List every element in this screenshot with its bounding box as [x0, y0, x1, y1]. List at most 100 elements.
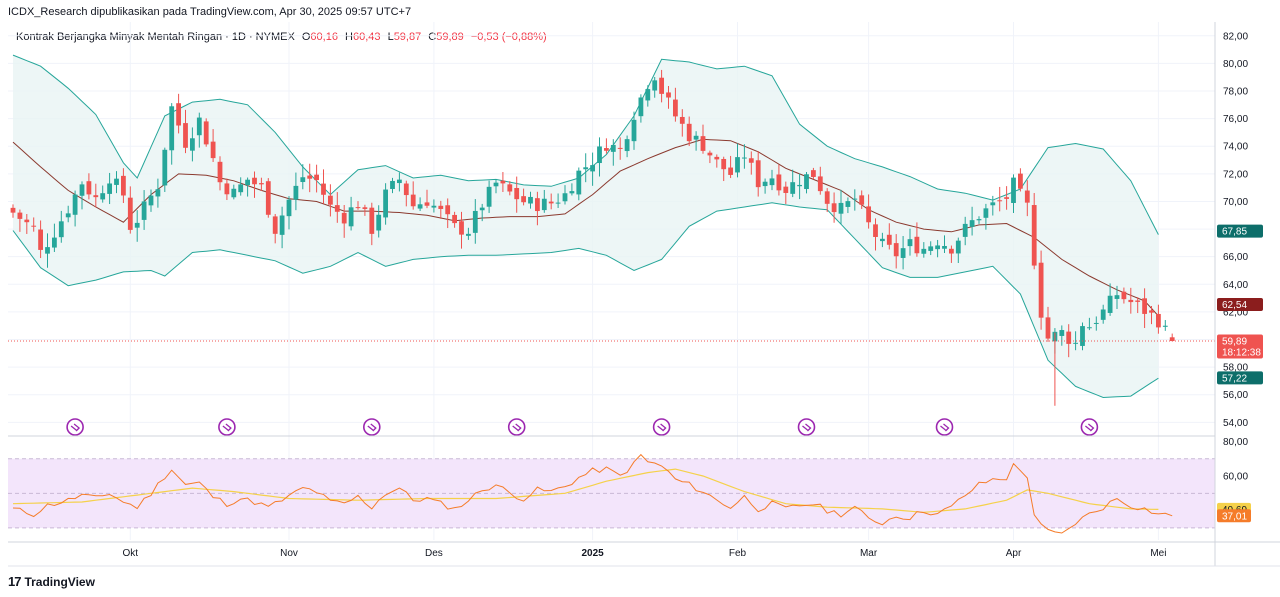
- event-marker-icon[interactable]: [66, 418, 84, 436]
- tradingview-logo-text: TradingView: [24, 574, 95, 589]
- candle: [224, 178, 230, 201]
- candle-body: [355, 207, 361, 209]
- candle: [479, 203, 485, 222]
- candle-body: [369, 207, 375, 234]
- candle: [176, 93, 181, 134]
- candle-body: [100, 193, 106, 200]
- price-badge-bg: [1217, 334, 1263, 359]
- event-marker-circle: [218, 418, 236, 436]
- event-marker-glyph: [1084, 423, 1095, 432]
- candle: [776, 164, 782, 196]
- candle: [617, 137, 623, 160]
- candle-body: [486, 186, 492, 207]
- event-markers[interactable]: [66, 418, 1099, 436]
- candle-body: [907, 239, 913, 247]
- rsi-badge-label: 37,01: [1222, 511, 1247, 522]
- candle: [1080, 322, 1085, 351]
- candle: [1135, 297, 1141, 314]
- event-marker-icon[interactable]: [797, 418, 816, 436]
- candle-body: [466, 233, 471, 236]
- candle: [1031, 193, 1037, 270]
- price-badge-bg: [1217, 297, 1263, 311]
- candle-body: [583, 167, 589, 170]
- candle: [272, 213, 278, 244]
- candle: [659, 69, 664, 103]
- event-marker-icon[interactable]: [935, 418, 954, 436]
- candle-body: [776, 174, 782, 191]
- candle-body: [65, 213, 71, 218]
- candle: [928, 241, 934, 256]
- event-marker-icon[interactable]: [507, 418, 526, 436]
- candle-body: [438, 205, 444, 209]
- candle-body: [866, 206, 871, 223]
- event-marker-icon[interactable]: [218, 418, 236, 436]
- change-value: −0,53 (−0,88%): [470, 31, 547, 43]
- candle: [535, 191, 540, 226]
- candle: [700, 124, 706, 154]
- candle-body: [1087, 327, 1092, 329]
- candle-body: [1169, 337, 1175, 342]
- candle: [31, 217, 37, 232]
- candle-body: [24, 219, 30, 223]
- candle-body: [1073, 342, 1078, 344]
- candle: [1011, 174, 1016, 213]
- candle-body: [10, 207, 16, 213]
- candle: [369, 202, 375, 246]
- candle-body: [141, 201, 147, 220]
- candle: [728, 155, 733, 179]
- candle: [824, 188, 830, 213]
- candle: [541, 189, 547, 213]
- candle: [452, 211, 457, 228]
- candle-body: [307, 175, 313, 179]
- candle-body: [31, 225, 37, 227]
- candle-body: [666, 92, 671, 98]
- event-marker-circle: [66, 418, 84, 436]
- candle: [17, 209, 23, 232]
- rsi-line: [12, 453, 1173, 534]
- candle: [355, 201, 361, 210]
- candle-body: [735, 157, 740, 173]
- event-marker-icon[interactable]: [652, 418, 671, 436]
- axes: 82,0080,0078,0076,0074,0072,0070,0068,00…: [8, 22, 1280, 567]
- candle-body: [693, 135, 699, 140]
- candle: [1156, 304, 1161, 334]
- candle-body: [624, 139, 630, 152]
- candle: [466, 227, 471, 240]
- price-badge: 67,85: [1217, 224, 1263, 238]
- high-value: 60,43: [352, 31, 381, 43]
- time-tick-label: 2025: [581, 548, 604, 559]
- symbol-legend: Kontrak Berjangka Minyak Mentah Ringan ·…: [16, 31, 547, 43]
- candle: [134, 210, 140, 242]
- candle-body: [748, 158, 754, 163]
- candle-body: [445, 205, 451, 215]
- event-marker-icon[interactable]: [1080, 418, 1099, 436]
- candle-body: [942, 245, 947, 249]
- candle-body: [300, 177, 306, 183]
- candle: [238, 177, 244, 196]
- price-tick-label: 82,00: [1223, 31, 1248, 42]
- event-marker-circle: [797, 418, 816, 436]
- candle-body: [1018, 173, 1023, 189]
- bollinger-lower-line: [12, 202, 1159, 399]
- candle-body: [328, 195, 333, 205]
- high-label: H: [345, 31, 353, 43]
- candle-body: [541, 198, 547, 211]
- candle: [341, 204, 347, 238]
- candle-body: [1066, 331, 1072, 344]
- candle-body: [790, 182, 796, 194]
- candle: [169, 103, 175, 165]
- candle-body: [673, 99, 678, 117]
- candle-body: [893, 243, 899, 257]
- event-marker-icon[interactable]: [362, 418, 381, 436]
- candle: [652, 77, 658, 98]
- candle: [100, 185, 106, 203]
- price-badge: 62,54: [1217, 297, 1263, 311]
- candle-body: [507, 184, 513, 192]
- candle-body: [900, 248, 906, 258]
- candle: [265, 178, 271, 218]
- tradingview-logo[interactable]: 17 TradingView: [8, 574, 95, 589]
- candle-body: [1156, 313, 1161, 328]
- open-value: 60,16: [310, 31, 338, 43]
- price-tick-label: 78,00: [1223, 87, 1248, 98]
